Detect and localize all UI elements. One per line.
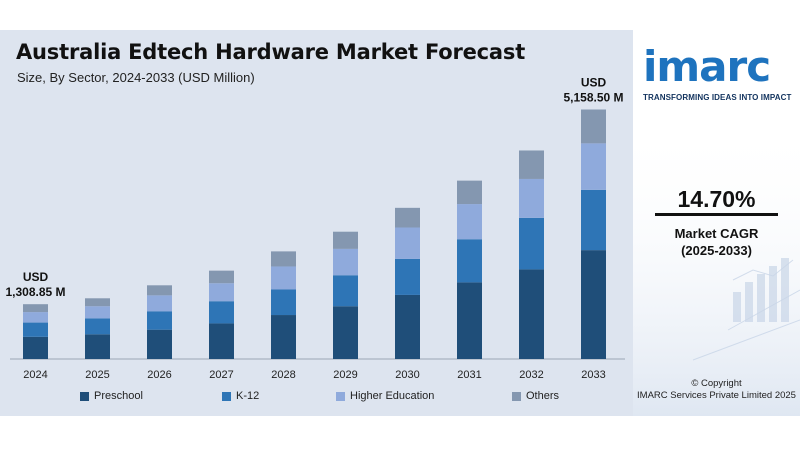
copyright-line-1: © Copyright <box>691 378 742 389</box>
bar-others-2027 <box>209 270 234 284</box>
bar-others-2024 <box>23 304 48 313</box>
legend-item-preschool: Preschool <box>80 390 143 402</box>
imarc-logo: imarc TRANSFORMING IDEAS INTO IMPACT <box>643 42 793 102</box>
legend-swatch-others <box>512 391 521 401</box>
bar-k-12-2026 <box>147 311 172 330</box>
bar-others-2032 <box>519 150 544 179</box>
bar-others-2028 <box>271 251 296 267</box>
bar-k-12-2025 <box>85 318 110 335</box>
bar-k-12-2024 <box>23 322 48 337</box>
bar-preschool-2025 <box>85 334 110 359</box>
bar-others-2029 <box>333 231 358 249</box>
cagr-label: Market CAGR <box>674 226 759 241</box>
bar-k-12-2028 <box>271 289 296 316</box>
logo-tagline: TRANSFORMING IDEAS INTO IMPACT <box>643 93 792 102</box>
bar-higher-education-2031 <box>457 204 482 240</box>
x-tick-2024: 2024 <box>23 369 47 381</box>
data-label-last-line-2: 5,158.50 M <box>563 91 623 105</box>
bar-preschool-2028 <box>271 315 296 359</box>
bar-preschool-2029 <box>333 306 358 359</box>
cagr-value: 14.70% <box>677 186 756 212</box>
bar-others-2031 <box>457 180 482 205</box>
bar-others-2026 <box>147 285 172 296</box>
x-tick-2025: 2025 <box>85 369 109 381</box>
bar-higher-education-2028 <box>271 266 296 290</box>
legend-label-others: Others <box>526 390 560 402</box>
bar-preschool-2033 <box>581 250 606 359</box>
chart-canvas: Australia Edtech Hardware Market Forecas… <box>0 30 800 416</box>
bar-higher-education-2033 <box>581 143 606 190</box>
x-tick-2028: 2028 <box>271 369 295 381</box>
data-label-first-line-2: 1,308.85 M <box>5 285 65 299</box>
logo-wordmark: imarc <box>643 42 771 91</box>
bar-k-12-2033 <box>581 189 606 251</box>
legend-label-preschool: Preschool <box>94 390 143 402</box>
legend-item-others: Others <box>512 390 559 402</box>
x-tick-2031: 2031 <box>457 369 481 381</box>
x-tick-2032: 2032 <box>519 369 543 381</box>
info-panel: imarc TRANSFORMING IDEAS INTO IMPACT 14.… <box>633 30 800 416</box>
legend-swatch-k12 <box>222 391 231 401</box>
legend-label-higher-education: Higher Education <box>350 390 435 402</box>
bar-preschool-2026 <box>147 329 172 359</box>
bar-others-2030 <box>395 207 420 228</box>
copyright-notice: © Copyright IMARC Services Private Limit… <box>633 378 800 402</box>
bar-higher-education-2029 <box>333 248 358 276</box>
x-tick-2027: 2027 <box>209 369 233 381</box>
bar-preschool-2032 <box>519 269 544 359</box>
bar-higher-education-2026 <box>147 295 172 312</box>
bar-higher-education-2025 <box>85 306 110 319</box>
chart-title: Australia Edtech Hardware Market Forecas… <box>16 40 526 64</box>
bar-preschool-2030 <box>395 294 420 359</box>
bar-others-2025 <box>85 298 110 307</box>
legend-swatch-higher-education <box>336 391 345 401</box>
legend-item-higher-education: Higher Education <box>336 390 434 402</box>
data-label-last-line-1: USD <box>581 76 607 90</box>
cagr-divider <box>655 213 778 216</box>
legend-swatch-preschool <box>80 391 89 401</box>
chart-legend: Preschool K-12 Higher Education Others <box>80 390 620 406</box>
bar-higher-education-2027 <box>209 283 234 302</box>
x-tick-2030: 2030 <box>395 369 419 381</box>
bar-higher-education-2024 <box>23 312 48 323</box>
bar-k-12-2027 <box>209 301 234 324</box>
bar-higher-education-2032 <box>519 178 544 218</box>
bar-k-12-2029 <box>333 275 358 307</box>
bar-k-12-2032 <box>519 217 544 270</box>
x-tick-2026: 2026 <box>147 369 171 381</box>
chart-subtitle: Size, By Sector, 2024-2033 (USD Million) <box>17 70 255 85</box>
bar-others-2033 <box>581 109 606 144</box>
x-tick-2033: 2033 <box>581 369 605 381</box>
bar-higher-education-2030 <box>395 227 420 259</box>
chart-plot: 2024 2025 2026 2027 2028 2029 2030 2031 2032 2033… <box>5 76 625 381</box>
copyright-line-2: IMARC Services Private Limited 2025 <box>637 390 796 401</box>
bar-k-12-2031 <box>457 239 482 283</box>
legend-label-k12: K-12 <box>236 390 260 402</box>
bar-preschool-2031 <box>457 282 482 359</box>
bar-preschool-2024 <box>23 336 48 359</box>
panel-decoration <box>633 120 800 416</box>
data-label-first-line-1: USD <box>23 270 49 284</box>
x-tick-2029: 2029 <box>333 369 357 381</box>
bar-preschool-2027 <box>209 323 234 359</box>
legend-item-k12: K-12 <box>222 390 259 402</box>
bar-k-12-2030 <box>395 258 420 295</box>
cagr-period: (2025-2033) <box>681 243 752 258</box>
